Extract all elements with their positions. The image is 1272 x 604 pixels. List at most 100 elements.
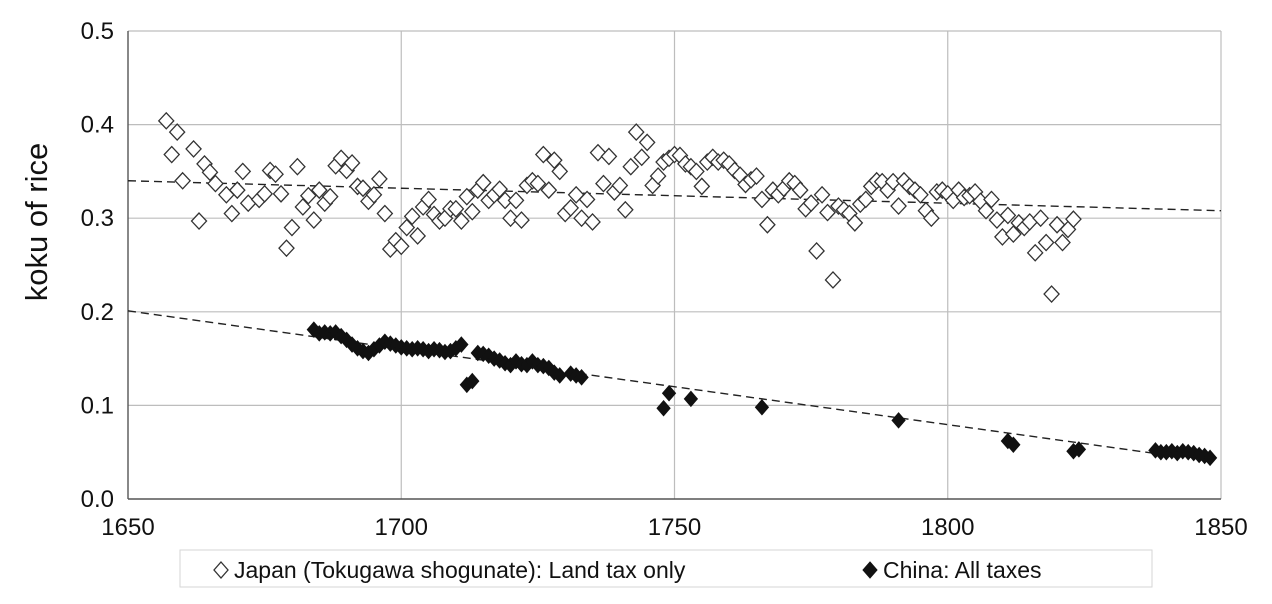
japan-point xyxy=(496,191,514,210)
china-point xyxy=(754,399,770,416)
japan-point xyxy=(234,162,252,181)
japan-point xyxy=(305,211,323,230)
japan-point xyxy=(759,215,776,234)
china-point xyxy=(454,336,469,353)
japan-point xyxy=(802,194,820,213)
x-tick-label: 1700 xyxy=(375,514,428,541)
japan-point xyxy=(267,165,284,184)
japan-point xyxy=(190,212,208,230)
japan-point xyxy=(595,174,612,193)
japan-point xyxy=(1037,233,1055,252)
japan-point xyxy=(534,145,552,164)
japan-point xyxy=(463,202,481,221)
japan-point xyxy=(1026,243,1044,262)
y-axis-title: koku of rice xyxy=(19,143,54,302)
y-tick-label: 0.3 xyxy=(81,205,114,232)
japan-point xyxy=(748,167,765,186)
legend-label-japan: Japan (Tokugawa shogunate): Land tax onl… xyxy=(234,557,686,583)
japan-point xyxy=(409,227,427,245)
japan-point xyxy=(474,173,492,192)
japan-point xyxy=(977,201,995,220)
japan-point xyxy=(1065,210,1082,229)
china-series xyxy=(306,321,1218,467)
japan-point xyxy=(491,180,509,199)
japan-point xyxy=(584,212,601,231)
legend-open-diamond xyxy=(213,561,229,579)
japan-point xyxy=(922,209,940,228)
data-points xyxy=(157,111,1218,467)
japan-point xyxy=(157,111,175,130)
japan-point xyxy=(458,187,476,206)
china-point xyxy=(1202,449,1218,467)
japan-point xyxy=(600,147,618,166)
japan-point xyxy=(857,190,875,209)
china-point xyxy=(683,390,699,408)
japan-point xyxy=(813,185,831,204)
japan-point xyxy=(540,181,558,200)
japan-point xyxy=(622,157,640,176)
japan-point xyxy=(256,184,274,203)
japan-point xyxy=(452,212,470,230)
japan-point xyxy=(272,184,290,203)
legend-label-china: China: All taxes xyxy=(883,557,1042,583)
japan-point xyxy=(633,148,651,167)
china-point xyxy=(656,399,671,417)
china-point xyxy=(465,372,480,390)
japan-point xyxy=(616,200,634,219)
japan-point xyxy=(627,123,645,142)
japan-trend-line xyxy=(127,180,1222,212)
x-tick-label: 1650 xyxy=(101,514,154,541)
japan-point xyxy=(278,239,295,258)
y-tick-label: 0.2 xyxy=(81,299,114,326)
japan-point xyxy=(354,179,372,198)
china-point xyxy=(574,369,589,386)
x-tick-label: 1850 xyxy=(1194,514,1247,541)
japan-point xyxy=(1032,209,1050,228)
legend: Japan (Tokugawa shogunate): Land tax onl… xyxy=(179,549,1153,588)
japan-point xyxy=(999,206,1017,225)
japan-point xyxy=(819,203,836,222)
trend-lines xyxy=(127,180,1222,456)
japan-point xyxy=(376,204,394,223)
japan-point xyxy=(562,198,580,217)
china-point xyxy=(661,384,677,402)
japan-point xyxy=(228,181,246,200)
japan-point xyxy=(392,237,410,256)
japan-point xyxy=(502,209,519,228)
japan-point xyxy=(578,190,596,209)
legend-marker-japan xyxy=(213,561,229,579)
japan-point xyxy=(693,177,711,196)
japan-point xyxy=(343,154,361,172)
japan-point xyxy=(507,191,525,210)
japan-point xyxy=(638,133,656,152)
japan-point xyxy=(403,207,421,226)
japan-point xyxy=(283,218,301,237)
china-point xyxy=(1006,436,1021,453)
japan-point xyxy=(545,151,563,170)
japan-point xyxy=(791,181,809,200)
japan-point xyxy=(223,204,241,223)
japan-point xyxy=(1054,233,1071,252)
legend-box xyxy=(179,549,1153,588)
japan-point xyxy=(299,186,317,205)
japan-point xyxy=(174,171,192,190)
japan-point xyxy=(983,190,1000,209)
tick-labels: 1650 1700 1750 1800 1850 0.0 0.1 0.2 0.3 0.4 0.5 xyxy=(81,18,1248,541)
y-tick-label: 0.1 xyxy=(81,392,114,419)
china-trend-line xyxy=(127,310,1167,456)
japan-point xyxy=(168,123,186,142)
japan-point xyxy=(1043,285,1060,303)
japan-point xyxy=(370,169,388,188)
japan-point xyxy=(447,199,465,218)
japan-point xyxy=(398,218,416,237)
plot-frame xyxy=(127,30,1222,500)
japan-point xyxy=(513,211,530,230)
japan-point xyxy=(912,185,929,204)
japan-point xyxy=(890,197,907,215)
legend-marker-china xyxy=(862,561,878,579)
japan-point xyxy=(310,181,328,200)
japan-series xyxy=(157,111,1082,303)
japan-point xyxy=(1004,225,1022,244)
